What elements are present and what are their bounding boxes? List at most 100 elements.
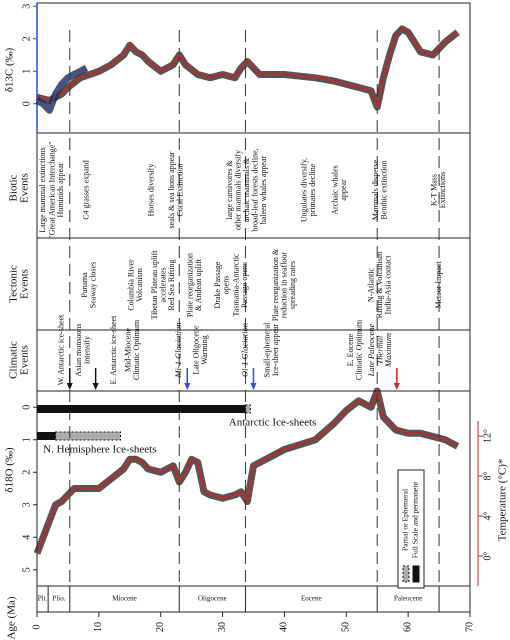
event-text: appear: [339, 179, 348, 201]
y-tick-label: 2: [21, 36, 32, 41]
event-text: Ungulates diversify,: [300, 158, 309, 222]
event-text: Horses diversify: [146, 164, 155, 217]
legend-swatch: [402, 565, 410, 583]
event-text: archaic mammals &: [242, 157, 251, 222]
event-text: seals & sea lions appear: [167, 151, 176, 228]
event-text: E. Antarctic ice-sheet: [109, 315, 118, 384]
y-tick-label: 3: [21, 4, 32, 9]
epoch-name: Eocene: [301, 595, 322, 603]
legend-text: Full Scale and permanent: [411, 481, 420, 558]
event-text: Extinctions: [438, 172, 447, 208]
event-text: Ice-sheet appear: [271, 324, 280, 377]
event-text: Coral Extinction: [175, 163, 184, 216]
ice-label: Antarctic Ice-sheets: [229, 417, 317, 429]
event-text: Passage opens: [240, 262, 249, 308]
event-text: reduction in seafloor: [279, 252, 288, 319]
event-text: Maximum: [383, 333, 393, 368]
event-text: Mammals disperse: [371, 159, 380, 220]
y-tick-label: 3: [21, 502, 32, 507]
y-tick-label: 2: [21, 470, 32, 475]
event-text: Late Oligocene: [191, 325, 200, 375]
event-text: India-Asia contact: [384, 255, 393, 315]
data-line: [36, 388, 458, 554]
ice-label: N. Hemisphere Ice-sheets: [43, 444, 156, 456]
y2-axis-label: Temperature (°C)*: [497, 459, 509, 542]
event-text: C4 grasses expand: [81, 160, 90, 220]
panel-frame: [36, 2, 471, 613]
data-line: [36, 67, 87, 112]
event-text: Plate reorganization &: [271, 248, 280, 321]
y-tick-label: 1: [21, 437, 32, 442]
row-label: Climatic: [8, 341, 20, 379]
event-text: Oi-1 Glaciation: [239, 323, 249, 377]
event-text: broad-leaf forests decline,: [251, 148, 260, 231]
event-text: Thermal: [374, 335, 384, 364]
y-tick-label: 0: [21, 405, 32, 410]
event-text: Meteor Impact: [434, 261, 443, 309]
event-text: Hominids appear: [56, 162, 65, 217]
event-text: Warming: [200, 335, 209, 365]
event-text: Small-ephemeral: [263, 322, 272, 377]
event-text: Climatic Optimum: [132, 319, 141, 380]
row-label: Biotic: [8, 174, 20, 201]
y-tick-label: 1: [21, 69, 32, 74]
y-tick-label: 5: [21, 567, 32, 572]
x-tick-label: 10: [93, 622, 104, 632]
event-text: Drake Passage: [213, 261, 222, 308]
event-text: E. Eocene: [346, 333, 355, 366]
epoch-name: Plt.: [38, 595, 48, 603]
event-text: intensify: [82, 336, 91, 364]
event-text: Plate reorganization: [185, 253, 194, 317]
event-arrowhead: [393, 383, 400, 390]
x-tick-label: 30: [217, 622, 228, 632]
event-text: W. Antarctic ice-sheet: [57, 314, 66, 385]
event-text: Mid-Miocene: [123, 328, 132, 372]
x-tick-label: 60: [402, 622, 413, 632]
legend-box: [397, 469, 425, 589]
event-arrowhead: [250, 383, 257, 390]
event-text: primates decline: [308, 163, 317, 216]
y2-tick-label: 8°: [482, 472, 493, 481]
event-text: Columbia River: [127, 259, 136, 311]
y-tick-label: 4: [21, 535, 32, 540]
event-text: Seaway closes: [89, 262, 98, 308]
event-text: Archaic whales: [331, 165, 340, 215]
event-text: K-T Mass: [430, 174, 439, 206]
y-axis-label: δ18O (‰): [4, 447, 16, 493]
row-label: Events: [19, 345, 31, 375]
row-label: Events: [19, 173, 31, 203]
event-arrowhead: [92, 383, 99, 390]
event-text: Tasmania-Antarctic: [232, 253, 241, 316]
event-text: large carnivores &: [225, 160, 234, 220]
y-axis-label: δ13C (‰): [4, 47, 16, 92]
event-text: Benthic extinction: [379, 161, 388, 220]
epoch-name: Plio.: [52, 595, 65, 603]
ice-partial: [244, 404, 251, 414]
x-tick-label: 40: [279, 622, 290, 632]
row-label: Tectonic: [8, 265, 20, 303]
event-text: Large mammal extinctions: [38, 147, 47, 233]
y2-tick-label: 0°: [482, 552, 493, 561]
event-text: Tibetan Plateau uplift: [150, 250, 159, 320]
event-text: & Andean uplift: [194, 258, 203, 311]
ice-full: [37, 432, 56, 440]
x-tick-label: 20: [155, 622, 166, 632]
epoch-name: Paleocene: [394, 595, 422, 603]
row-label: Events: [19, 269, 31, 299]
event-text: Red Sea Rifting: [167, 259, 176, 310]
event-text: Panama: [80, 272, 89, 298]
data-line: [36, 28, 459, 110]
x-tick-label: 50: [341, 622, 352, 632]
epoch-name: Oligocene: [198, 595, 227, 603]
event-text: Rifting & Volcanism: [375, 251, 384, 318]
y2-tick-label: 4°: [482, 512, 493, 521]
event-text: baleen whales appear: [259, 155, 268, 224]
event-text: Volcanism: [135, 267, 144, 301]
y2-tick-label: 12°: [482, 429, 493, 443]
event-text: Asian monsoons: [74, 323, 83, 376]
x-axis-label: Age (Ma): [6, 596, 18, 639]
event-text: opens: [222, 276, 231, 295]
event-text: N-Atlantic: [367, 267, 376, 302]
x-tick-label: 0: [31, 625, 42, 630]
